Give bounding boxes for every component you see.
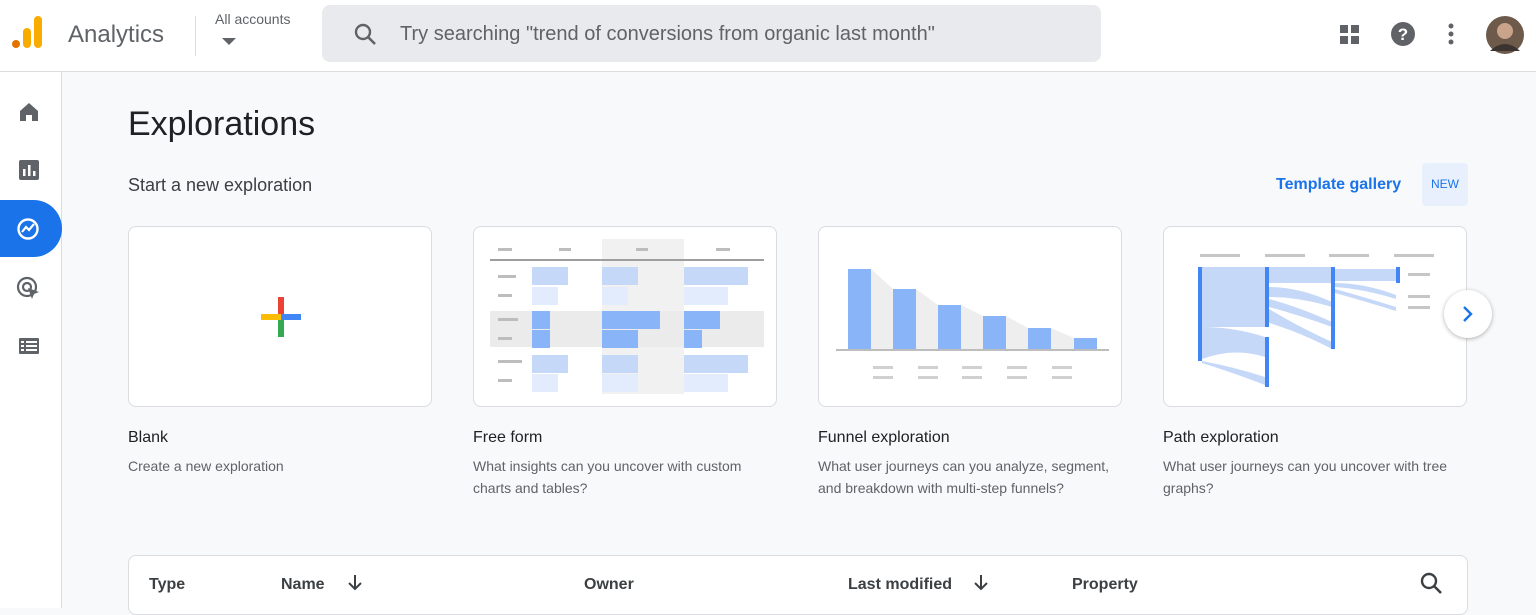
column-header[interactable]: Name: [281, 576, 325, 593]
reports-icon[interactable]: [17, 158, 41, 182]
configure-icon[interactable]: [17, 334, 41, 358]
new-badge: NEW: [1422, 163, 1468, 206]
account-label[interactable]: All accounts: [215, 11, 291, 27]
more-icon[interactable]: [1444, 22, 1458, 46]
table-search-icon[interactable]: [1420, 572, 1444, 596]
home-icon[interactable]: [17, 100, 41, 124]
path-illustration: [1198, 254, 1434, 387]
logo: [12, 16, 42, 48]
divider: [195, 16, 196, 56]
column-header[interactable]: Type: [149, 576, 186, 593]
card-description: What user journeys can you uncover with …: [1163, 458, 1448, 496]
app-name: Analytics: [68, 21, 165, 48]
plus-icon: [261, 297, 301, 337]
help-icon[interactable]: ?: [1390, 21, 1416, 47]
path-card[interactable]: [1163, 226, 1467, 407]
svg-text:?: ?: [1398, 25, 1408, 44]
explore-active[interactable]: [0, 200, 62, 257]
dropdown-arrow[interactable]: [222, 38, 236, 46]
sort-icon[interactable]: [346, 573, 364, 593]
next-button[interactable]: [1444, 290, 1492, 338]
section-title: Start a new exploration: [128, 175, 313, 195]
template-gallery-link[interactable]: Template gallery: [1276, 176, 1402, 193]
apps-icon[interactable]: [1338, 23, 1362, 47]
sort-icon[interactable]: [972, 573, 990, 593]
column-header[interactable]: Property: [1072, 576, 1138, 593]
advertising-icon[interactable]: [16, 276, 42, 302]
top-bar: Analytics All accounts Try searching "tr…: [0, 0, 1536, 72]
side-nav: [0, 72, 62, 608]
blank-card[interactable]: [128, 226, 432, 407]
card-description: Create a new exploration: [128, 458, 284, 474]
explore-icon: [17, 218, 39, 240]
column-header[interactable]: Last modified: [848, 576, 953, 593]
avatar[interactable]: [1485, 15, 1525, 55]
explorations-table: [128, 555, 1468, 615]
card-title: Blank: [128, 429, 169, 446]
search-icon: [354, 23, 376, 45]
column-header[interactable]: Owner: [584, 576, 634, 593]
funnel-card[interactable]: [818, 226, 1122, 407]
card-title: Free form: [473, 429, 543, 446]
card-description: What insights can you uncover with custo…: [473, 458, 742, 496]
funnel-illustration: [836, 269, 1109, 379]
page-title: Explorations: [128, 105, 316, 143]
card-title: Path exploration: [1163, 429, 1279, 446]
card-title: Funnel exploration: [818, 429, 950, 446]
free-form-illustration: [490, 239, 764, 394]
search-box[interactable]: Try searching "trend of conversions from…: [322, 5, 1101, 62]
card-description: What user journeys can you analyze, segm…: [818, 458, 1110, 496]
search-placeholder: Try searching "trend of conversions from…: [400, 23, 935, 45]
free-form-card[interactable]: [473, 226, 777, 407]
chevron-icon: [1463, 306, 1473, 322]
